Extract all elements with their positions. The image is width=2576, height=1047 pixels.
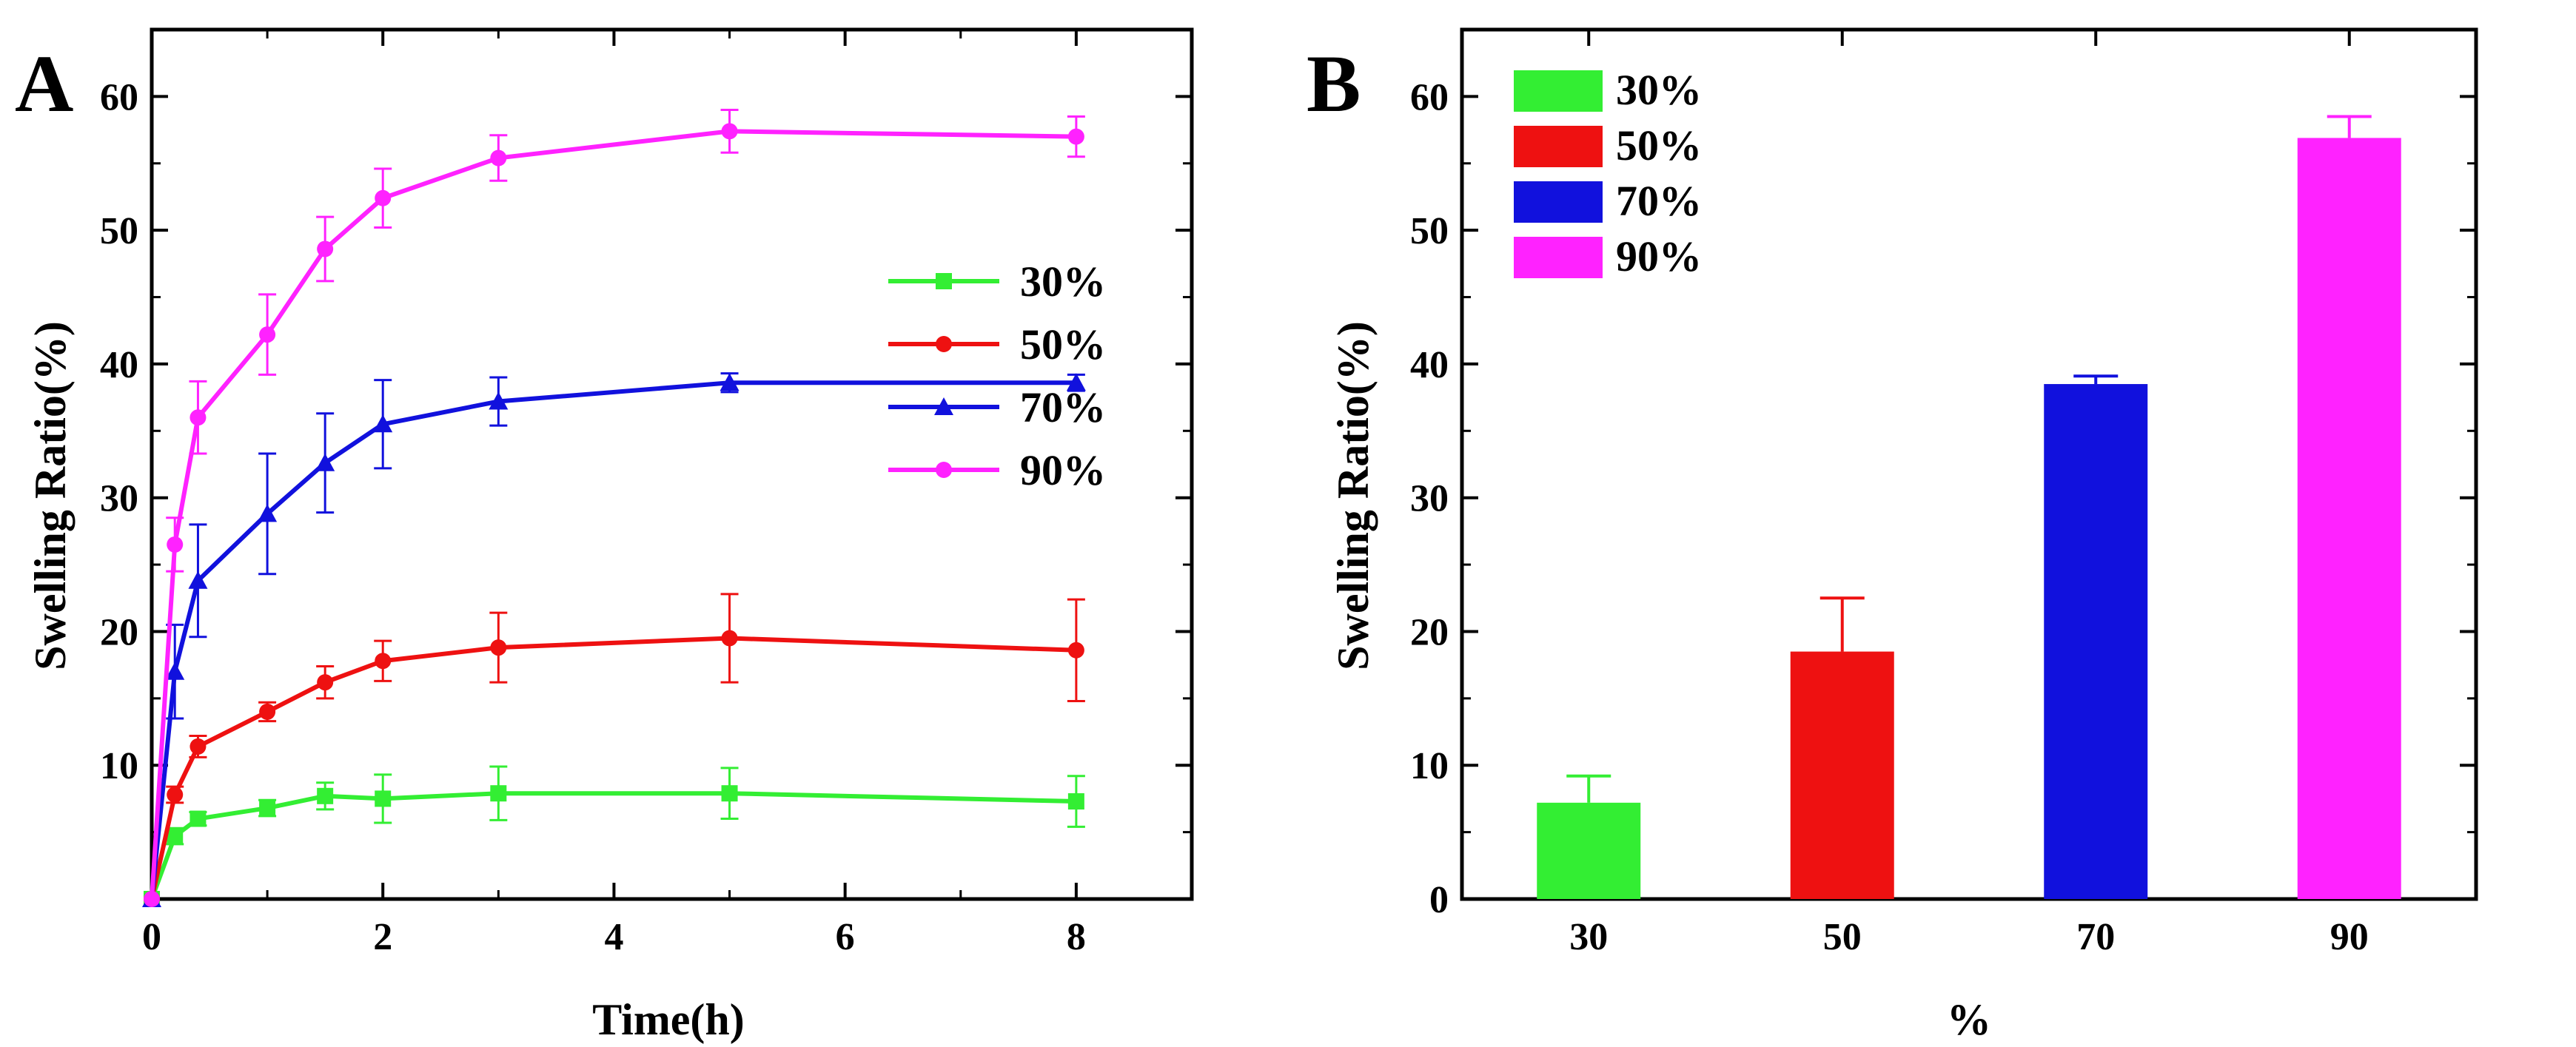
x-tick-label: 0 [142, 916, 161, 958]
x-tick-label: 50 [1823, 916, 1862, 958]
panel-b-x-axis-label: % [1947, 995, 1991, 1044]
data-point-circle [167, 536, 184, 553]
bar-50 [1790, 651, 1894, 899]
y-tick-label: 40 [1410, 344, 1449, 386]
x-tick-label: 30 [1569, 916, 1608, 958]
data-point-square [375, 790, 392, 807]
legend-label: 30% [1616, 66, 1702, 114]
y-tick-label: 10 [100, 745, 138, 787]
data-point-circle [1067, 642, 1084, 659]
series-90 [144, 108, 1085, 907]
panel-b-plot [1537, 115, 2401, 899]
legend-swatch [1514, 237, 1603, 278]
y-tick-label: 10 [1410, 745, 1449, 787]
bar-90 [2297, 138, 2401, 899]
x-tick-label: 90 [2330, 916, 2369, 958]
series-70 [142, 372, 1086, 907]
data-point-square [189, 810, 207, 827]
data-point-circle [167, 787, 184, 803]
data-point-circle [189, 409, 207, 426]
panel-a-frame [150, 27, 1194, 901]
data-point-triangle [188, 570, 208, 589]
panel-a-legend: 30% 50% 70% 90% [888, 257, 1106, 494]
legend-label: 50% [1616, 121, 1702, 169]
y-tick-label: 60 [100, 76, 138, 118]
data-point-circle [144, 891, 160, 907]
series-50 [144, 593, 1085, 907]
legend-swatch [1514, 70, 1603, 112]
data-point-circle [259, 326, 276, 343]
data-point-circle [259, 703, 276, 720]
series-30 [144, 765, 1085, 907]
x-tick-label: 70 [2076, 916, 2115, 958]
data-point-circle [936, 462, 952, 478]
panel-b: B 0 10 20 30 40 50 60 30 50 70 90 30% 50% 70% 90% % S… [1307, 27, 2478, 1044]
y-tick-label: 0 [1429, 879, 1449, 921]
panel-b-y-axis-label: Swelling Ratio(%) [1329, 321, 1378, 670]
panel-label-b: B [1307, 38, 1361, 129]
series-line [150, 129, 1076, 900]
legend-label: 90% [1020, 446, 1106, 494]
data-point-triangle [165, 661, 185, 680]
data-point-circle [721, 123, 738, 140]
data-point-circle [721, 630, 738, 647]
data-point-circle [375, 653, 392, 670]
data-point-square [259, 800, 276, 817]
data-point-square [167, 828, 184, 845]
data-point-circle [490, 149, 507, 166]
legend-label: 30% [1020, 257, 1106, 306]
y-tick-label: 30 [1410, 478, 1449, 520]
panel-label-a: A [15, 38, 73, 129]
y-tick-label: 20 [100, 611, 138, 653]
data-point-circle [1067, 128, 1084, 145]
x-tick-label: 4 [604, 916, 623, 958]
panel-a-x-axis-label: Time(h) [592, 995, 745, 1044]
series-line [150, 636, 1076, 900]
panel-a: A 0 2 4 6 8 10 20 30 40 50 60 30% 50% 70% 90% Time(h)… [15, 27, 1194, 1044]
data-point-square [936, 273, 952, 289]
data-point-triangle [373, 414, 393, 433]
panel-b-legend: 30% 50% 70% 90% [1514, 66, 1702, 280]
data-point-triangle [934, 397, 953, 415]
y-tick-label: 50 [100, 210, 138, 252]
x-tick-label: 8 [1067, 916, 1086, 958]
y-tick-label: 60 [1410, 76, 1449, 118]
legend-label: 50% [1020, 320, 1106, 368]
data-point-square [490, 785, 507, 802]
legend-label: 70% [1616, 177, 1702, 225]
data-point-circle [375, 189, 392, 206]
panel-a-axes: 0 2 4 6 8 10 20 30 40 50 60 [100, 27, 1194, 958]
legend-swatch [1514, 126, 1603, 167]
data-point-triangle [720, 373, 739, 391]
data-point-square [721, 785, 738, 802]
x-tick-label: 6 [836, 916, 855, 958]
y-tick-label: 20 [1410, 611, 1449, 653]
panel-a-y-axis-label: Swelling Ratio(%) [26, 321, 75, 670]
y-tick-label: 30 [100, 478, 138, 520]
y-tick-label: 50 [1410, 210, 1449, 252]
data-point-triangle [489, 391, 509, 410]
data-point-circle [189, 738, 207, 755]
data-point-square [317, 787, 334, 804]
data-point-triangle [258, 504, 278, 522]
data-point-circle [317, 240, 334, 257]
data-point-circle [317, 674, 334, 691]
legend-label: 70% [1020, 383, 1106, 431]
panel-b-frame [1460, 27, 2478, 901]
x-tick-label: 2 [373, 916, 392, 958]
y-tick-label: 40 [100, 344, 138, 386]
data-point-circle [490, 639, 507, 656]
panel-a-plot [142, 108, 1086, 907]
data-point-triangle [1066, 373, 1086, 391]
legend-label: 90% [1616, 232, 1702, 280]
bar-30 [1537, 802, 1641, 899]
bar-70 [2044, 384, 2148, 899]
data-point-square [1067, 793, 1084, 810]
data-point-triangle [315, 453, 335, 471]
panel-b-axes: 0 10 20 30 40 50 60 30 50 70 90 [1410, 27, 2478, 958]
legend-swatch [1514, 181, 1603, 223]
data-point-circle [936, 336, 952, 352]
